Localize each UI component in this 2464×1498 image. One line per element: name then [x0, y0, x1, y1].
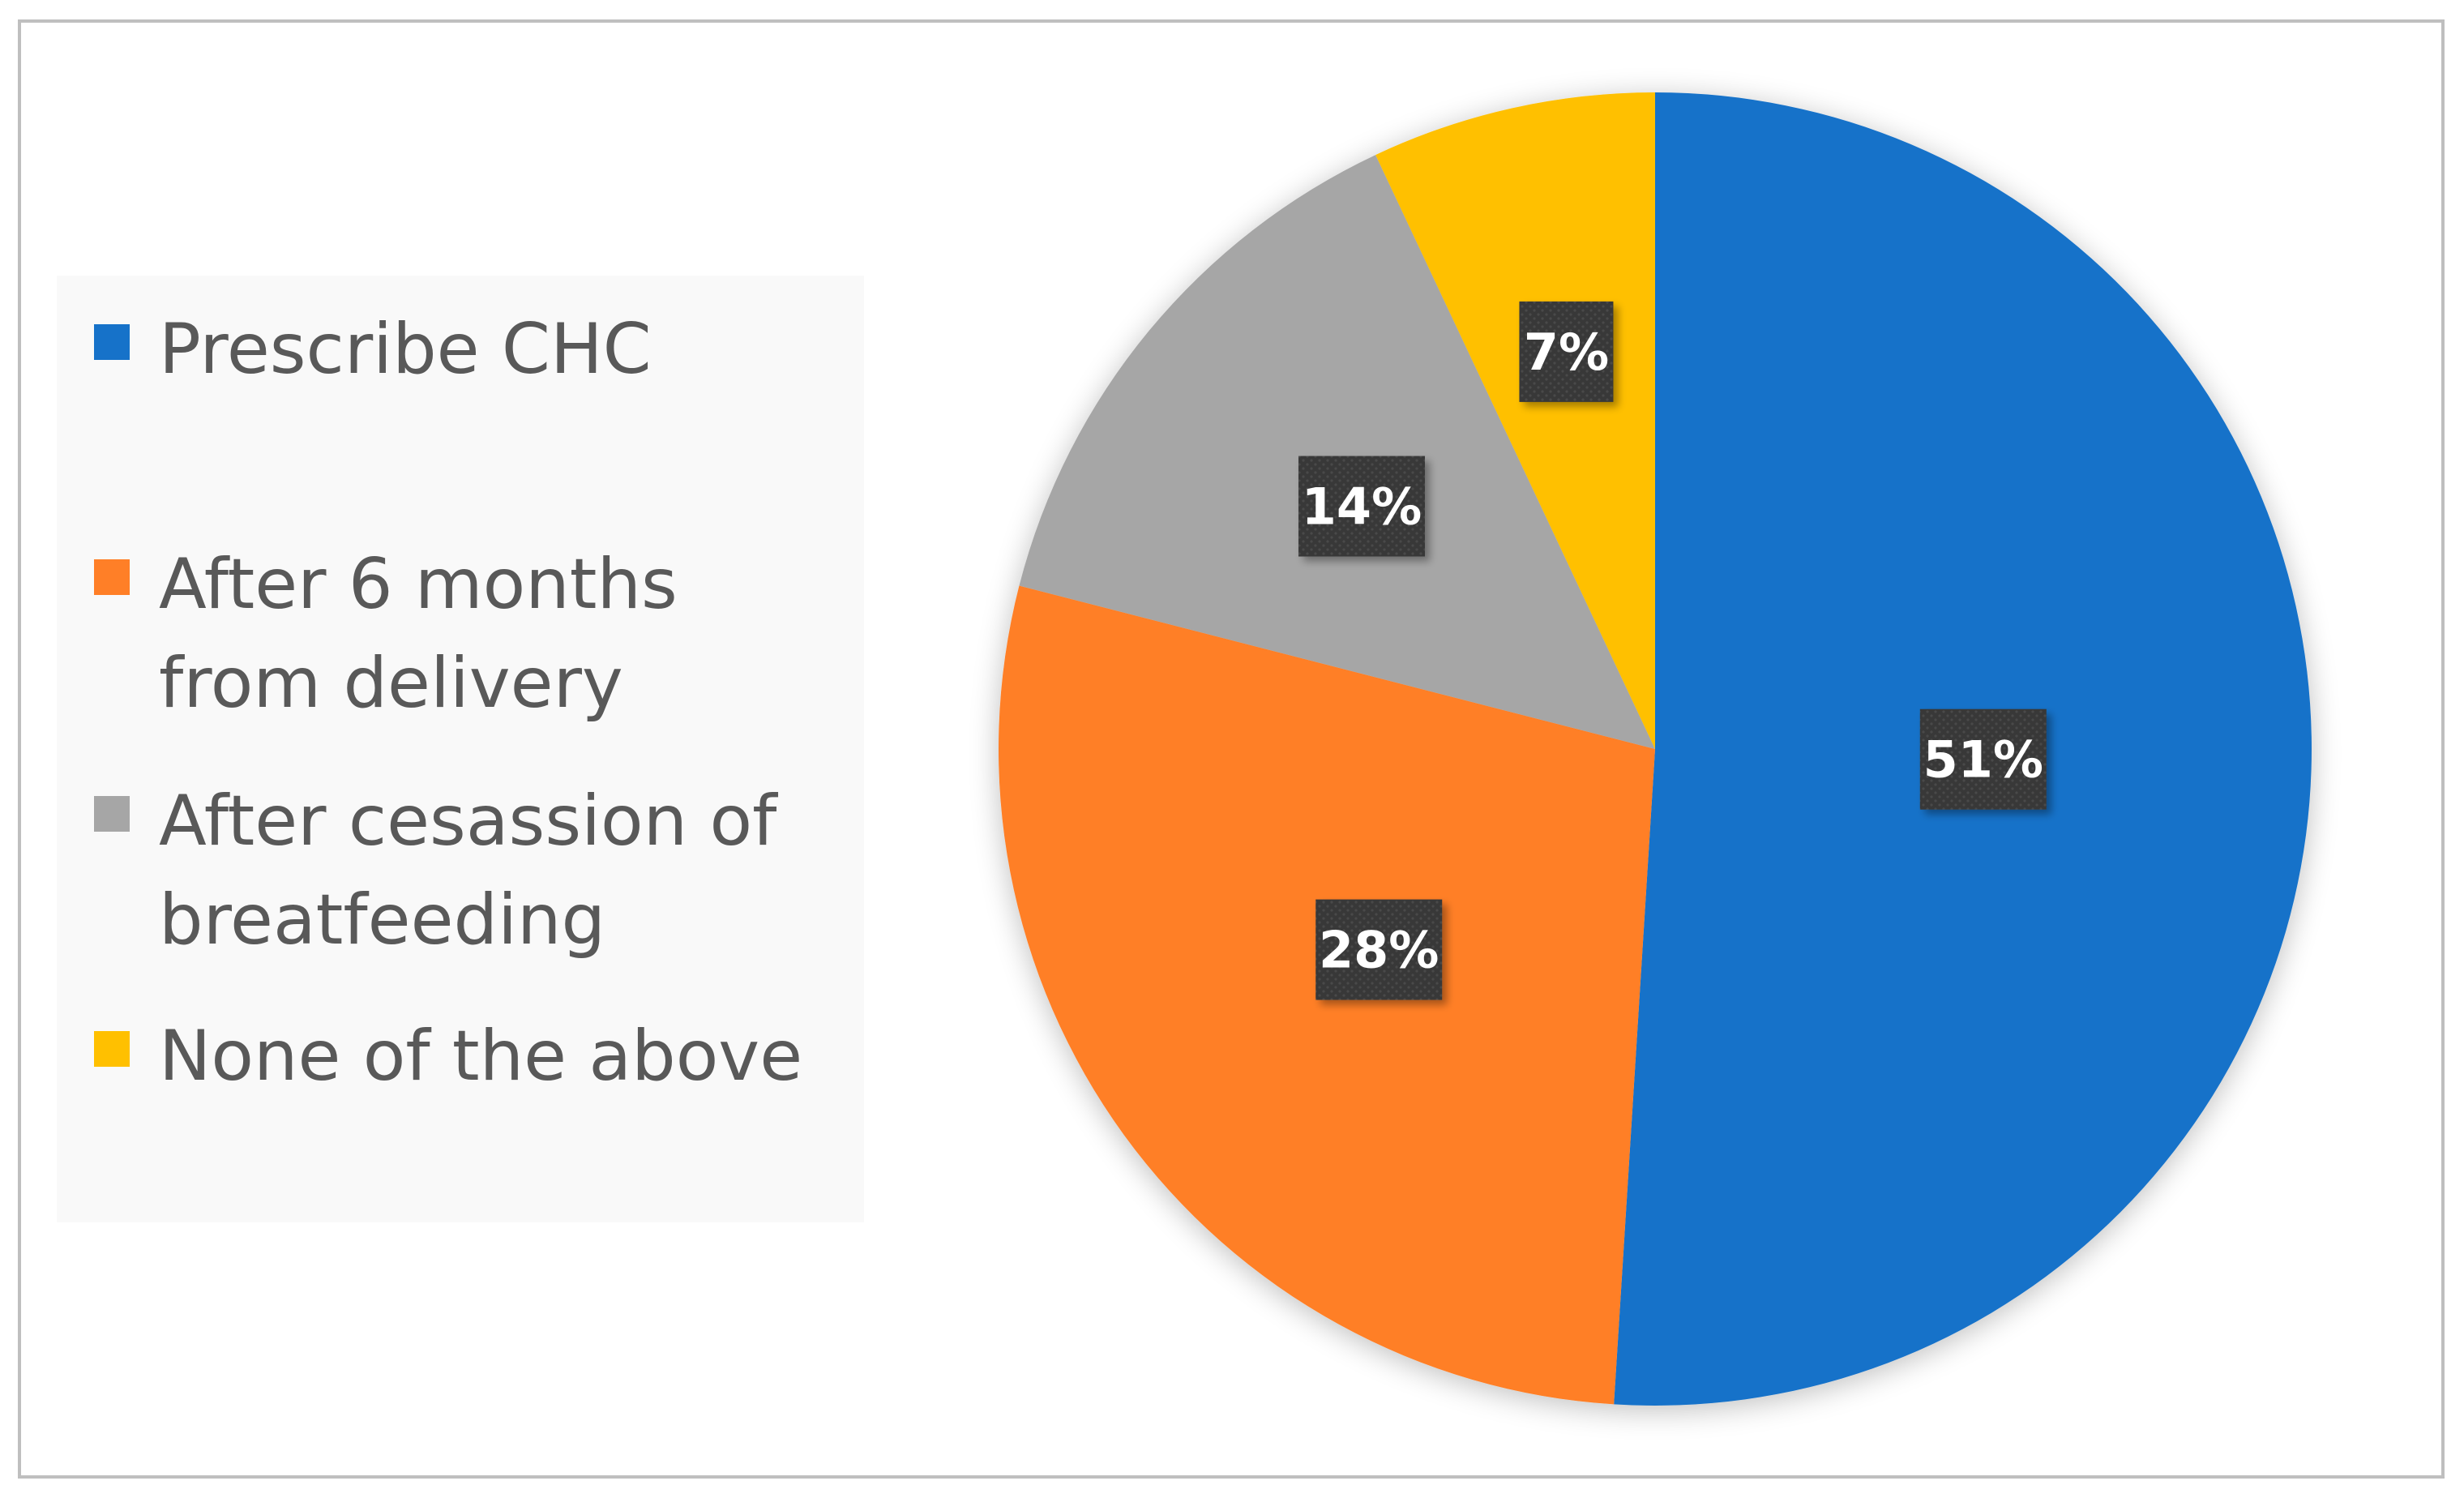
slice-after-cesassion [1019, 155, 1655, 749]
data-label: 51% [1919, 708, 2047, 810]
legend-label: After 6 months from delivery [159, 544, 678, 724]
data-label: 7% [1519, 301, 1614, 402]
data-label-box [1315, 899, 1443, 1000]
legend-item-prescribe-chc: Prescribe CHC [94, 300, 856, 399]
legend-label: Prescribe CHC [159, 309, 652, 390]
legend-swatch [94, 796, 130, 832]
legend-label: After cesassion of breatfeeding [159, 781, 777, 961]
data-label: 28% [1315, 899, 1443, 1000]
legend-swatch [94, 324, 130, 360]
legend-item-none: None of the above [94, 1007, 856, 1106]
slice-none [1375, 92, 1655, 749]
data-label-text: 7% [1524, 323, 1609, 382]
legend-swatch [94, 1031, 130, 1067]
data-label-text: 14% [1302, 477, 1422, 537]
data-label-box [1919, 708, 2047, 810]
legend: Prescribe CHC After 6 months from delive… [57, 276, 864, 1222]
legend-label: None of the above [159, 1016, 803, 1097]
data-label: 14% [1298, 456, 1426, 557]
data-label-box [1519, 301, 1614, 402]
legend-item-after-cesassion: After cesassion of breatfeeding [94, 772, 856, 969]
data-label-text: 51% [1923, 730, 2043, 790]
legend-item-after-6-months: After 6 months from delivery [94, 535, 856, 733]
data-label-text: 28% [1319, 921, 1439, 980]
legend-swatch [94, 559, 130, 595]
data-label-box [1298, 456, 1426, 557]
